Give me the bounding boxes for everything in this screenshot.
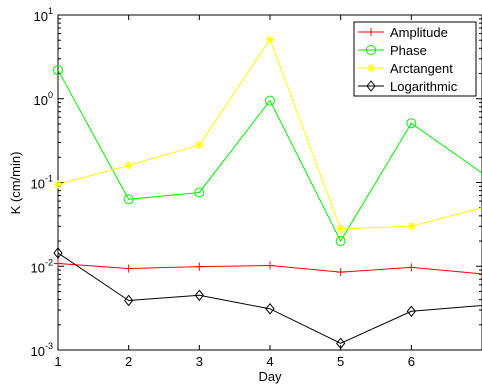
- data-point-star: [266, 35, 274, 44]
- series-layer: [53, 35, 482, 350]
- data-point-circle: [123, 194, 134, 205]
- series-line: [57, 69, 482, 243]
- legend-entry: Arctangent: [358, 61, 453, 76]
- legend-entry: Phase: [358, 43, 427, 58]
- axis-ticks: 1 2 3 4 5 6 10-3 10-2 10-1 100 101: [31, 6, 482, 369]
- data-point-star: [195, 141, 204, 150]
- legend-entry: Logarithmic: [358, 79, 458, 94]
- data-point-diamond: [194, 289, 204, 302]
- data-point-diamond: [366, 80, 376, 92]
- data-point-plus: [54, 259, 62, 268]
- data-point-diamond: [406, 305, 416, 318]
- data-point-star: [54, 180, 62, 189]
- legend-label: Logarithmic: [390, 79, 458, 94]
- data-point-plus: [195, 262, 204, 271]
- series-arctangent: [54, 35, 482, 233]
- y-tick-label: 10-2: [31, 257, 53, 275]
- data-point-diamond: [124, 294, 134, 307]
- data-point-circle: [335, 236, 346, 247]
- series-line: [57, 252, 482, 344]
- legend: Amplitude Phase Arctangent Logarithmic: [353, 21, 477, 97]
- legend-label: Arctangent: [390, 61, 453, 76]
- y-tick-label: 10-1: [31, 174, 53, 192]
- data-point-plus: [407, 263, 416, 272]
- data-point-star: [367, 64, 375, 72]
- data-point-star: [124, 161, 133, 170]
- data-point-plus: [336, 268, 345, 277]
- x-tick-label: 4: [266, 354, 273, 369]
- x-tick-label: 2: [125, 354, 132, 369]
- y-tick-label: 100: [34, 90, 53, 108]
- y-tick-label: 10-3: [31, 341, 53, 359]
- data-point-diamond: [53, 247, 63, 259]
- data-point-circle: [406, 118, 417, 129]
- data-point-circle: [265, 95, 275, 106]
- x-tick-label: 3: [196, 354, 203, 369]
- data-point-plus: [367, 28, 375, 36]
- x-tick-label: 6: [408, 354, 415, 369]
- x-tick-label: 5: [337, 354, 344, 369]
- legend-entry: Amplitude: [358, 25, 448, 40]
- legend-box: [353, 21, 477, 97]
- data-point-plus: [266, 261, 274, 270]
- data-point-star: [407, 222, 416, 231]
- data-point-circle: [53, 65, 63, 76]
- data-point-plus: [124, 264, 133, 273]
- y-axis-label: K (cm/min): [8, 152, 23, 215]
- y-tick-label: 101: [34, 6, 53, 24]
- data-point-circle: [366, 45, 376, 55]
- data-point-diamond: [336, 337, 346, 350]
- data-point-star: [336, 224, 345, 233]
- series-phase: [53, 65, 482, 247]
- series-amplitude: [54, 259, 482, 277]
- legend-label: Phase: [390, 43, 427, 58]
- x-axis-label: Day: [258, 369, 282, 384]
- series-logarithmic: [53, 247, 482, 350]
- x-tick-label: 1: [54, 354, 61, 369]
- data-point-diamond: [265, 303, 275, 315]
- data-point-circle: [194, 187, 205, 198]
- legend-label: Amplitude: [390, 25, 448, 40]
